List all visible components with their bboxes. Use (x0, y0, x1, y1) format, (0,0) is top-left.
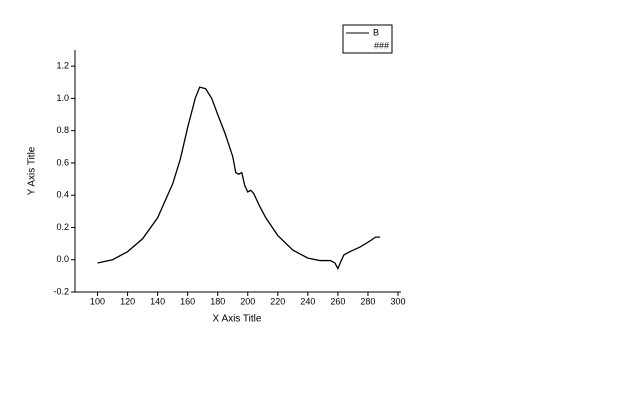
y-tick-label: -0.2 (53, 286, 69, 296)
y-tick-label: 1.2 (56, 61, 69, 71)
x-tick-label: 240 (300, 296, 315, 306)
x-axis-title: X Axis Title (213, 314, 262, 325)
y-axis-title: Y Axis Title (27, 146, 38, 195)
y-tick-label: 0.0 (56, 254, 69, 264)
x-tick-label: 200 (240, 296, 255, 306)
x-tick-label: 120 (120, 296, 135, 306)
x-tick-label: 300 (390, 296, 405, 306)
y-tick-label: 0.2 (56, 222, 69, 232)
y-tick-label: 0.6 (56, 157, 69, 167)
x-tick-label: 220 (270, 296, 285, 306)
y-tick-label: 0.8 (56, 125, 69, 135)
x-tick-label: 260 (330, 296, 345, 306)
y-tick-label: 1.0 (56, 93, 69, 103)
x-tick-label: 280 (360, 296, 375, 306)
data-line (97, 86, 380, 271)
legend-box (342, 24, 393, 54)
x-tick-label: 140 (150, 296, 165, 306)
x-tick-label: 100 (90, 296, 105, 306)
x-tick-label: 180 (210, 296, 225, 306)
legend-extra: ### (374, 40, 389, 50)
legend-label: B (373, 27, 379, 37)
x-tick-label: 160 (180, 296, 195, 306)
y-tick-label: 0.4 (56, 190, 69, 200)
